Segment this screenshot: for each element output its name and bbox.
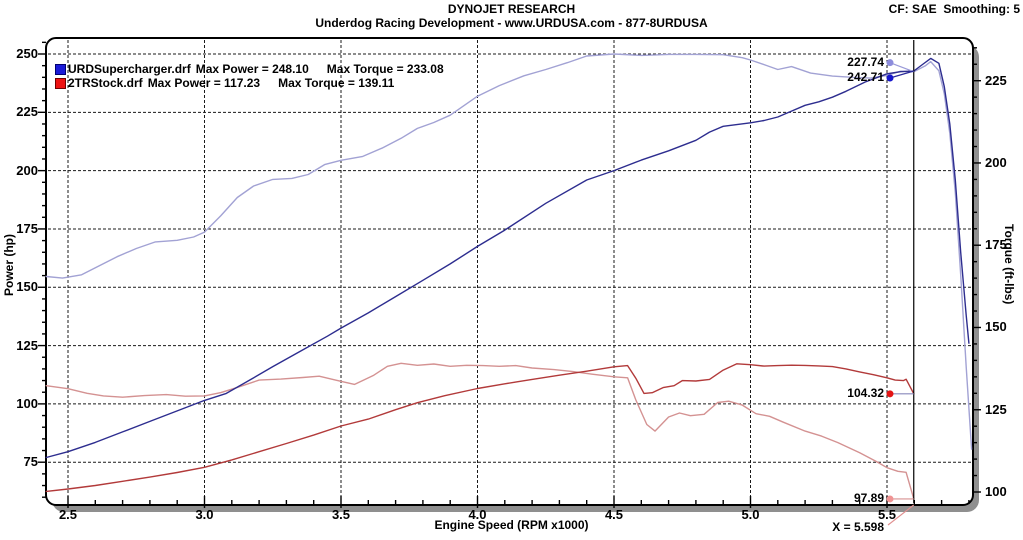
x-tick-label: 3.5 xyxy=(331,507,351,522)
legend-max-power: Max Power = 248.10 xyxy=(195,62,309,76)
page-subtitle: Underdog Racing Development - www.URDUSA… xyxy=(315,16,708,30)
torque-tick-label: 175 xyxy=(985,237,1007,253)
torque-axis-title: Torque (ft-lbs) xyxy=(1002,224,1016,305)
torque-tick-label: 125 xyxy=(985,401,1007,417)
legend-max-power: Max Power = 117.23 xyxy=(147,76,261,90)
x-tick-label: 5.0 xyxy=(741,507,760,522)
x-tick-label: 3.0 xyxy=(195,507,214,522)
marker-dot-104.32 xyxy=(886,390,894,398)
marker-value-label: 227.74 xyxy=(847,54,884,69)
legend-max-torque: Max Torque = 233.08 xyxy=(326,62,444,76)
marker-value-label: 97.89 xyxy=(853,490,884,505)
page-title: DYNOJET RESEARCH xyxy=(447,2,576,16)
torque-tick-label: 100 xyxy=(985,484,1007,499)
legend: URDSupercharger.drf Max Power = 248.10 Max… xyxy=(55,62,444,90)
marker-dot-242.71 xyxy=(886,74,894,82)
power-tick-label: 75 xyxy=(23,454,38,470)
power-tick-label: 200 xyxy=(16,162,38,178)
legend-file-name: URDSupercharger.drf xyxy=(68,62,191,76)
power-tick-label: 150 xyxy=(16,279,38,295)
legend-swatch-blue xyxy=(55,63,66,75)
x-axis-title: Engine Speed (RPM x1000) xyxy=(434,518,589,532)
x-tick-label: 5.5 xyxy=(877,507,897,522)
legend-row-stock: 2TRStock.drf Max Power = 117.23 Max Torque… xyxy=(55,76,444,90)
power-tick-label: 100 xyxy=(16,395,38,411)
marker-connector xyxy=(889,70,914,79)
power-tick-label: 125 xyxy=(16,337,38,353)
cursor-x-label: X = 5.598 xyxy=(832,520,884,534)
marker-connector xyxy=(889,62,914,73)
legend-swatch-red xyxy=(55,77,66,89)
plot-frame xyxy=(45,37,974,506)
power-tick-label: 250 xyxy=(16,46,38,61)
torque-tick-label: 225 xyxy=(985,72,1007,88)
legend-file-name: 2TRStock.drf xyxy=(68,76,143,90)
legend-row-urdsupercharger: URDSupercharger.drf Max Power = 248.10 Max… xyxy=(55,62,444,76)
cursor-leader-line xyxy=(887,504,915,526)
power-tick-label: 225 xyxy=(16,104,38,120)
torque-tick-label: 150 xyxy=(985,319,1007,335)
power-tick-label: 175 xyxy=(16,220,38,236)
x-tick-label: 4.5 xyxy=(604,507,624,522)
marker-value-label: 104.32 xyxy=(847,385,884,400)
marker-value-label: 242.71 xyxy=(847,70,884,84)
correction-smoothing-label: CF: SAE Smoothing: 5 xyxy=(888,2,1020,16)
torque-tick-label: 200 xyxy=(985,154,1007,170)
marker-dot-97.89 xyxy=(886,495,894,503)
marker-dot-227.74 xyxy=(886,59,894,67)
x-tick-label: 2.5 xyxy=(58,507,78,522)
legend-max-torque: Max Torque = 139.11 xyxy=(278,76,395,90)
x-tick-label: 4.0 xyxy=(468,507,487,522)
urd-power-curve xyxy=(45,57,970,459)
stock-torque-curve xyxy=(45,362,915,500)
stock-power-curve xyxy=(45,363,915,493)
